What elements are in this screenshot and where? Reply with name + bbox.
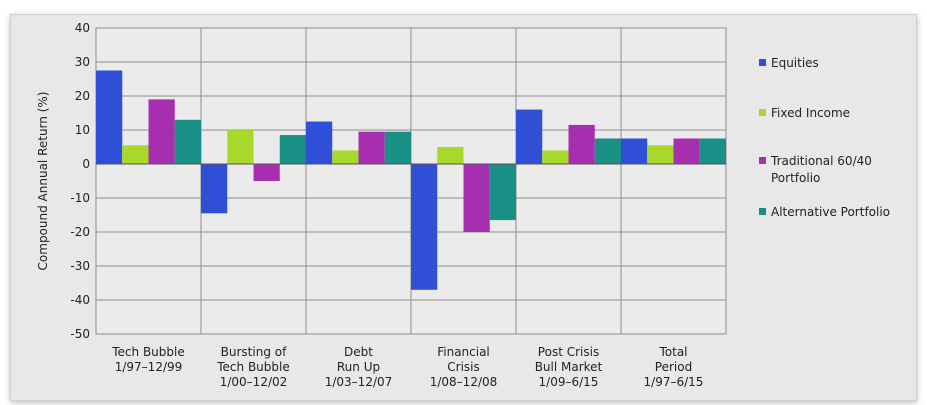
bar-alternative-portfolio [489,164,516,221]
bar-fixed-income [332,150,359,164]
y-tick-label: 30 [75,55,90,69]
x-tick-label: Tech Bubble [216,360,289,374]
bar-traditional-60-40-portfolio [463,164,490,232]
bar-traditional-60-40-portfolio [568,124,595,164]
bar-fixed-income [122,145,149,164]
x-tick-label: Run Up [337,360,380,374]
bar-alternative-portfolio [279,135,306,164]
bar-alternative-portfolio [594,138,621,164]
x-tick-label: 1/97–12/99 [115,360,183,374]
x-tick-label: Period [655,360,692,374]
x-tick-label: 1/09–6/15 [539,375,599,389]
bar-traditional-60-40-portfolio [253,164,280,181]
bar-equities [516,109,543,164]
x-tick-label: Debt [344,345,373,359]
x-tick-label: 1/00–12/02 [220,375,288,389]
y-tick-label: -40 [70,293,90,307]
legend-swatch [759,208,766,215]
bar-alternative-portfolio [699,138,726,164]
x-tick-label: Post Crisis [538,345,599,359]
x-tick-label: 1/97–6/15 [644,375,704,389]
y-tick-label: 40 [75,21,90,35]
legend-label: Portfolio [771,171,821,185]
x-tick-label: Crisis [447,360,479,374]
bar-fixed-income [227,130,254,164]
bar-equities [96,70,123,164]
legend-item: Alternative Portfolio [759,204,927,221]
legend-label: Fixed Income [771,106,851,120]
legend-item: Fixed Income [759,105,927,122]
legend-label: Traditional 60/40 [771,154,872,168]
legend-item: Equities [759,55,927,72]
y-tick-label: -30 [70,259,90,273]
x-tick-label: Financial [437,345,490,359]
legend-swatch [759,157,766,164]
y-tick-label: -50 [70,327,90,341]
y-tick-label: 10 [75,123,90,137]
bar-alternative-portfolio [174,119,201,164]
bar-fixed-income [437,147,464,164]
x-tick-label: Bull Market [535,360,603,374]
x-tick-label: Bursting of [221,345,287,359]
x-tick-label: Total [658,345,687,359]
y-axis-title: Compound Annual Return (%) [36,92,50,271]
x-tick-label: 1/08–12/08 [430,375,498,389]
legend-label: Equities [771,56,819,70]
bar-equities [621,138,648,164]
x-tick-label: Tech Bubble [111,345,184,359]
bar-fixed-income [542,150,569,164]
bar-alternative-portfolio [384,131,411,164]
y-tick-label: -20 [70,225,90,239]
y-tick-label: 0 [82,157,90,171]
bar-fixed-income [647,145,674,164]
x-tick-label: 1/03–12/07 [325,375,393,389]
legend-item: Traditional 60/40 Portfolio [759,153,927,187]
legend-label: Alternative Portfolio [771,205,891,219]
y-tick-label: -10 [70,191,90,205]
bar-traditional-60-40-portfolio [148,99,175,164]
bar-equities [306,121,333,164]
chart-frame: 40 30 20 10 0 -10 -20 -30 -40 -50 Tech Bubble 1/97–… [10,14,917,401]
bar-equities [411,164,438,290]
legend-swatch [759,59,766,66]
bar-equities [201,164,228,214]
bar-traditional-60-40-portfolio [673,138,700,164]
y-tick-label: 20 [75,89,90,103]
bar-traditional-60-40-portfolio [358,131,385,164]
chart-legend: Equities Fixed Income Traditional 60/40 Por… [759,55,927,221]
legend-swatch [759,109,766,116]
